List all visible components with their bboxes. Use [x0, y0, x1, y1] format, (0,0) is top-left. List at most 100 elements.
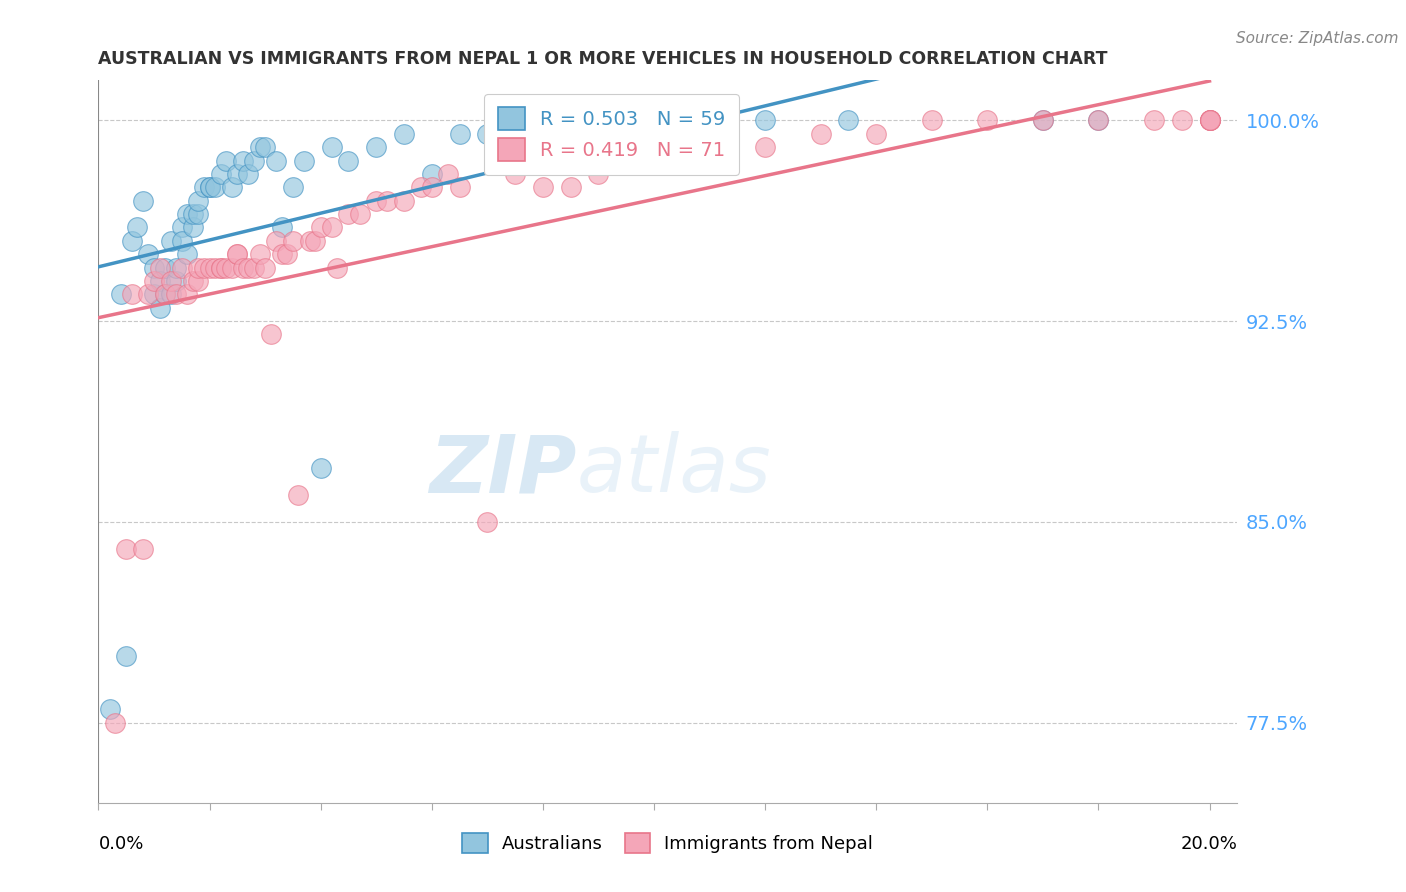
Point — [865, 127, 887, 141]
Point — [165, 274, 187, 288]
Point — [209, 260, 232, 275]
Point — [531, 127, 554, 141]
Point — [187, 274, 209, 288]
Point — [1198, 113, 1220, 128]
Point — [270, 220, 292, 235]
Point — [204, 260, 226, 275]
Point — [127, 220, 149, 235]
Point — [754, 140, 776, 154]
Point — [115, 541, 138, 556]
Point — [215, 260, 238, 275]
Point — [1198, 113, 1220, 128]
Point — [588, 113, 610, 128]
Point — [437, 167, 460, 181]
Point — [321, 140, 343, 154]
Point — [232, 153, 254, 168]
Point — [420, 167, 443, 181]
Point — [326, 260, 349, 275]
Point — [176, 287, 198, 301]
Point — [153, 260, 176, 275]
Point — [138, 287, 160, 301]
Point — [503, 167, 526, 181]
Point — [110, 287, 132, 301]
Point — [337, 153, 360, 168]
Text: 20.0%: 20.0% — [1181, 835, 1237, 854]
Point — [170, 260, 193, 275]
Point — [132, 194, 155, 208]
Point — [976, 113, 998, 128]
Y-axis label: 1 or more Vehicles in Household: 1 or more Vehicles in Household — [0, 308, 8, 575]
Point — [181, 274, 204, 288]
Point — [198, 180, 221, 194]
Point — [138, 247, 160, 261]
Point — [270, 247, 292, 261]
Point — [243, 260, 266, 275]
Point — [159, 234, 181, 248]
Point — [249, 247, 271, 261]
Point — [375, 194, 398, 208]
Point — [187, 260, 209, 275]
Legend: Australians, Immigrants from Nepal: Australians, Immigrants from Nepal — [453, 823, 883, 863]
Point — [309, 220, 332, 235]
Point — [165, 287, 187, 301]
Point — [249, 140, 271, 154]
Point — [1032, 113, 1054, 128]
Point — [215, 153, 238, 168]
Point — [699, 113, 721, 128]
Point — [292, 153, 315, 168]
Point — [531, 180, 554, 194]
Point — [643, 113, 665, 128]
Point — [209, 260, 232, 275]
Text: atlas: atlas — [576, 432, 772, 509]
Point — [409, 180, 432, 194]
Point — [187, 194, 209, 208]
Point — [614, 153, 637, 168]
Point — [159, 287, 181, 301]
Point — [143, 287, 166, 301]
Point — [477, 127, 499, 141]
Point — [226, 247, 249, 261]
Point — [170, 234, 193, 248]
Point — [366, 140, 388, 154]
Point — [132, 541, 155, 556]
Point — [1198, 113, 1220, 128]
Point — [699, 140, 721, 154]
Point — [115, 648, 138, 663]
Point — [304, 234, 326, 248]
Point — [287, 488, 309, 502]
Point — [238, 167, 260, 181]
Point — [560, 180, 582, 194]
Point — [477, 515, 499, 529]
Point — [148, 260, 170, 275]
Point — [1198, 113, 1220, 128]
Point — [264, 234, 287, 248]
Text: ZIP: ZIP — [429, 432, 576, 509]
Point — [1198, 113, 1220, 128]
Point — [193, 180, 215, 194]
Point — [226, 247, 249, 261]
Point — [1087, 113, 1109, 128]
Point — [221, 260, 243, 275]
Point — [143, 274, 166, 288]
Point — [221, 180, 243, 194]
Point — [259, 327, 281, 342]
Point — [1143, 113, 1166, 128]
Point — [148, 274, 170, 288]
Point — [176, 207, 198, 221]
Point — [170, 220, 193, 235]
Point — [366, 194, 388, 208]
Point — [1170, 113, 1192, 128]
Point — [153, 287, 176, 301]
Point — [104, 715, 127, 730]
Point — [392, 194, 415, 208]
Point — [810, 127, 832, 141]
Point — [281, 180, 304, 194]
Point — [187, 207, 209, 221]
Point — [1087, 113, 1109, 128]
Point — [165, 260, 187, 275]
Point — [588, 167, 610, 181]
Point — [349, 207, 371, 221]
Point — [121, 287, 143, 301]
Point — [337, 207, 360, 221]
Point — [921, 113, 943, 128]
